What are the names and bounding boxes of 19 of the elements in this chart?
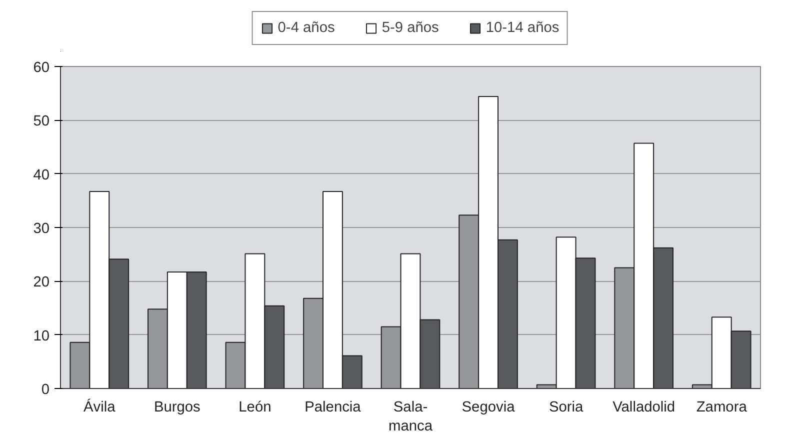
y-tick-label: 10 — [33, 328, 50, 344]
x-tick-label: Sala- manca — [388, 400, 434, 435]
x-tick-label: Zamora — [696, 400, 748, 416]
y-tick-label: 40 — [33, 167, 50, 184]
x-tick-label: Ávila — [84, 398, 116, 416]
y-tick-label: 20 — [33, 274, 50, 291]
legend-label: 0-4 años — [278, 20, 335, 36]
y-tick-label: 60 — [33, 60, 50, 76]
x-tick-label: Segovia — [462, 400, 516, 416]
x-tick-label: Burgos — [154, 400, 200, 416]
legend-label: 5-9 años — [382, 20, 439, 36]
x-tick-label: Valladolid — [612, 400, 676, 416]
y-tick-label: 50 — [33, 114, 50, 130]
y-tick-label: 30 — [33, 221, 50, 237]
x-tick-label: León — [238, 400, 272, 416]
y-tick-label: 0 — [41, 382, 50, 398]
x-tick-label: Soria — [548, 400, 584, 416]
legend-label: 10-14 años — [486, 20, 560, 36]
x-tick-label: Palencia — [304, 400, 362, 416]
